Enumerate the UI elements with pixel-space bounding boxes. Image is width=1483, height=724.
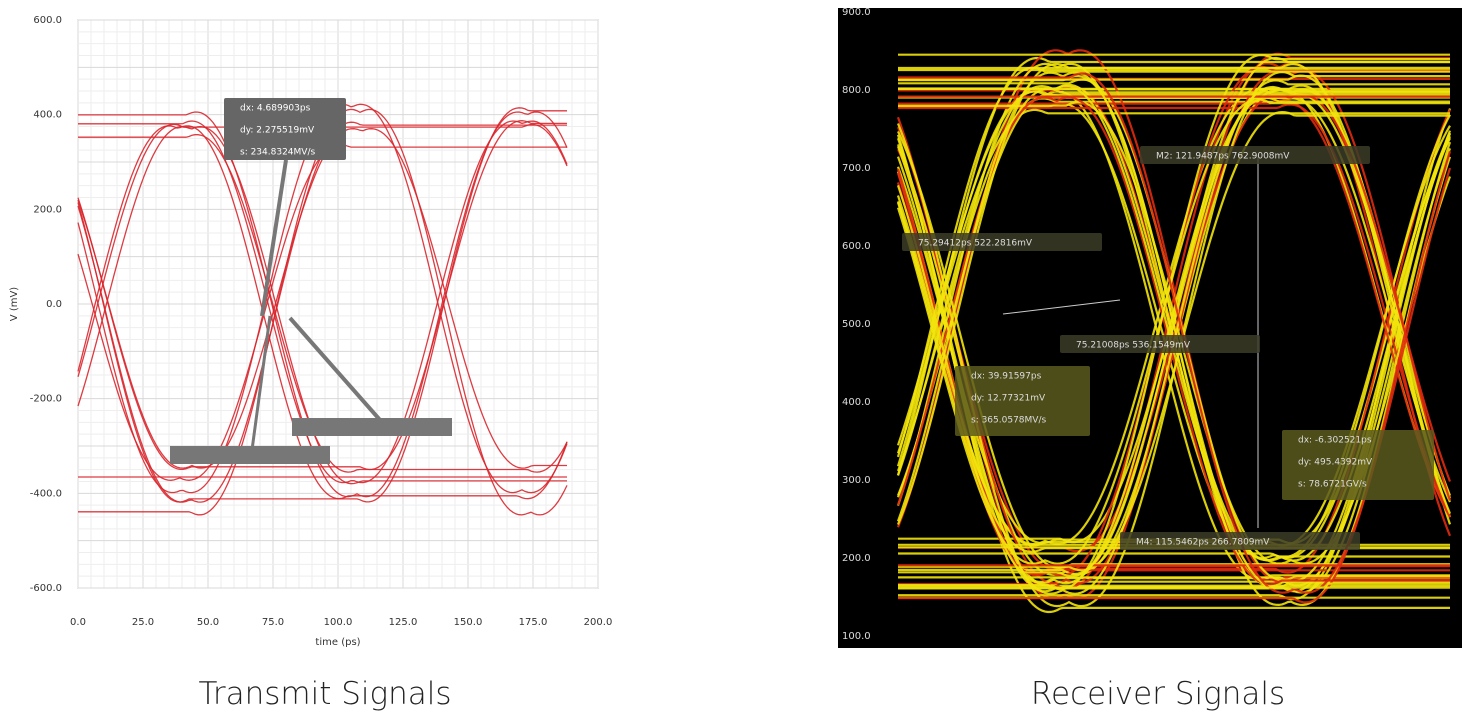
x-tick-label: 0.0 <box>70 617 86 628</box>
trace <box>77 125 568 500</box>
trace <box>896 88 1451 546</box>
annotation: 75.29412ps 522.2816mV <box>918 239 1033 249</box>
annotation: dx: 39.91597ps <box>971 372 1042 382</box>
y-tick-label: 100.0 <box>842 631 871 642</box>
y-tick-label: -400.0 <box>30 488 62 499</box>
annotation-box <box>955 366 1090 436</box>
x-tick-label: 75.0 <box>262 617 284 628</box>
x-tick-label: 175.0 <box>519 617 548 628</box>
y-tick-label: 400.0 <box>33 110 62 121</box>
trace <box>898 72 1452 594</box>
y-axis-label: V (mV) <box>9 287 20 322</box>
annotation: dy: 12.77321mV <box>971 394 1046 404</box>
y-tick-label: 700.0 <box>842 163 871 174</box>
y-tick-label: 200.0 <box>33 204 62 215</box>
x-tick-label: 125.0 <box>389 617 418 628</box>
trace <box>898 114 1451 559</box>
trace <box>896 66 1450 458</box>
annotation: M2: 121.9487ps 762.9008mV <box>1156 152 1290 162</box>
y-tick-label: 900.0 <box>842 7 871 18</box>
y-tick-label: 600.0 <box>842 241 871 252</box>
annotation-box <box>902 233 1102 251</box>
y-tick-label: 400.0 <box>842 397 871 408</box>
trace <box>896 90 1450 446</box>
x-axis-label: time (ps) <box>315 637 360 648</box>
trace <box>896 96 1450 585</box>
annotation: dx: 4.689903ps <box>240 104 311 114</box>
marker-line <box>1002 299 1121 315</box>
y-tick-label: 800.0 <box>842 85 871 96</box>
caption: Receiver Signals <box>1031 676 1285 712</box>
y-tick-label: 600.0 <box>33 15 62 26</box>
trace <box>896 70 1450 608</box>
labels: 600.0 400.0 200.0 0.0 -200.0 -400.0 -600.0 0.0 2… <box>30 7 1434 642</box>
trace <box>898 103 1451 518</box>
trace <box>78 111 568 498</box>
trace <box>898 53 1450 591</box>
annotation: 75.21008ps 536.1549mV <box>1076 341 1191 351</box>
x-tick-label: 50.0 <box>197 617 219 628</box>
y-tick-label: 300.0 <box>842 475 871 486</box>
annotation: dy: 2.275519mV <box>240 126 315 136</box>
y-tick-label: 200.0 <box>842 553 871 564</box>
x-tick-label: 150.0 <box>454 617 483 628</box>
annotation-box <box>170 446 330 464</box>
x-tick-label: 100.0 <box>324 617 353 628</box>
y-tick-label: 500.0 <box>842 319 871 330</box>
x-tick-label: 200.0 <box>584 617 613 628</box>
annotation-box <box>292 418 452 436</box>
annotation-box <box>224 98 346 160</box>
annotation-box <box>1060 335 1260 353</box>
trace <box>896 97 1452 503</box>
annotation-box <box>1282 430 1434 500</box>
leader-line <box>250 315 272 451</box>
trace <box>896 71 1450 589</box>
annotation: dx: -6.302521ps <box>1298 436 1372 446</box>
leader-line <box>288 316 382 422</box>
x-tick-label: 25.0 <box>132 617 154 628</box>
annotation: s: 365.0578MV/s <box>971 416 1046 426</box>
y-tick-label: -200.0 <box>30 394 62 405</box>
y-tick-label: -600.0 <box>30 583 62 594</box>
annotation-box <box>1120 532 1360 550</box>
trace <box>896 62 1450 525</box>
annotation: M4: 115.5462ps 266.7809mV <box>1136 538 1270 548</box>
trace <box>78 120 568 484</box>
annotation-box <box>1140 146 1370 164</box>
trace <box>896 98 1450 565</box>
annotation: s: 234.8324MV/s <box>240 148 315 158</box>
caption: Transmit Signals <box>198 676 451 712</box>
annotation: dy: 495.4392mV <box>1298 458 1373 468</box>
annotation: s: 78.6721GV/s <box>1298 480 1367 490</box>
y-tick-label: 0.0 <box>46 299 62 310</box>
trace <box>898 99 1451 518</box>
leader-line <box>260 159 288 317</box>
